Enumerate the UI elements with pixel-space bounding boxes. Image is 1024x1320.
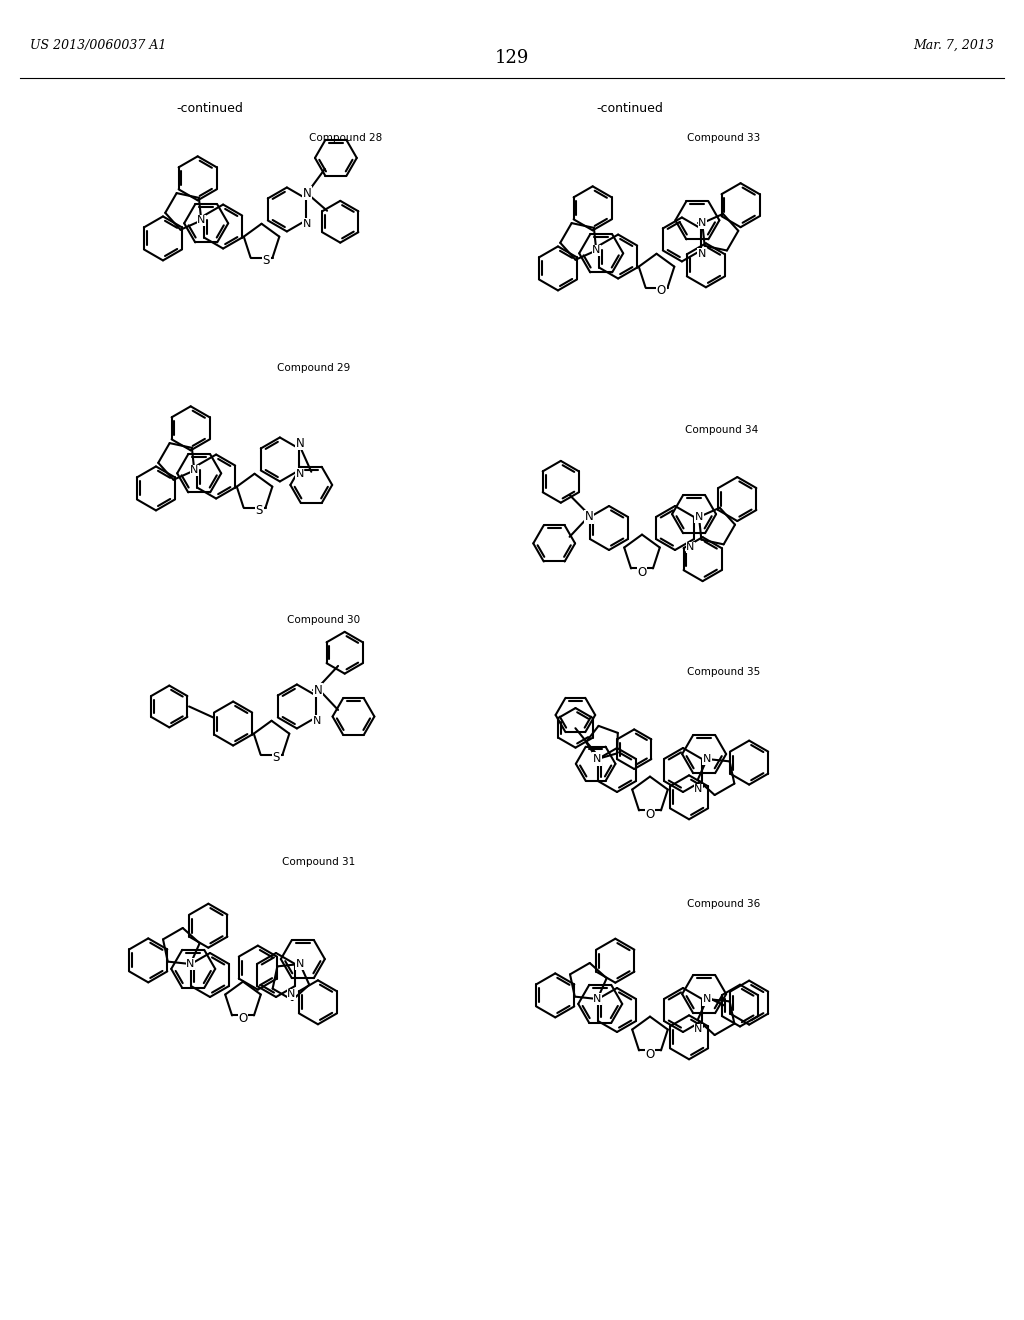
Text: O: O [637,565,646,578]
Text: N: N [695,512,703,521]
Text: 129: 129 [495,49,529,67]
Text: US 2013/0060037 A1: US 2013/0060037 A1 [30,38,166,51]
Text: Compound 36: Compound 36 [687,899,760,909]
Text: N: N [702,754,712,764]
Text: -continued: -continued [597,102,664,115]
Text: N: N [694,784,702,795]
Text: Compound 34: Compound 34 [685,425,758,436]
Text: N: N [593,752,602,766]
Text: -continued: -continued [176,102,244,115]
Text: N: N [702,994,712,1005]
Text: N: N [296,960,304,969]
Text: N: N [686,543,694,552]
Text: N: N [592,246,600,256]
Text: Compound 35: Compound 35 [687,667,760,677]
Text: S: S [272,751,281,764]
Text: O: O [239,1012,248,1026]
Text: N: N [585,511,594,524]
Text: N: N [312,715,321,726]
Text: N: N [593,754,601,764]
Text: N: N [197,215,206,226]
Text: N: N [697,249,706,259]
Text: N: N [287,989,296,999]
Text: N: N [695,512,703,521]
Text: N: N [593,994,601,1005]
Text: N: N [296,437,305,450]
Text: Compound 29: Compound 29 [276,363,350,374]
Text: O: O [645,808,654,821]
Text: Mar. 7, 2013: Mar. 7, 2013 [913,38,994,51]
Text: N: N [296,469,304,479]
Text: N: N [296,960,304,969]
Text: N: N [698,218,707,228]
Text: N: N [314,684,323,697]
Text: N: N [698,218,707,228]
Text: N: N [303,186,311,199]
Text: S: S [256,504,263,517]
Text: N: N [302,219,311,228]
Text: N: N [186,960,195,969]
Text: S: S [263,253,270,267]
Text: N: N [190,466,199,475]
Text: Compound 28: Compound 28 [309,133,382,143]
Text: Compound 33: Compound 33 [687,133,760,143]
Text: Compound 30: Compound 30 [287,615,360,624]
Text: O: O [656,284,666,297]
Text: O: O [645,1048,654,1060]
Text: N: N [694,1024,702,1034]
Text: Compound 31: Compound 31 [282,857,355,867]
Text: N: N [702,993,712,1006]
Text: N: N [702,754,712,764]
